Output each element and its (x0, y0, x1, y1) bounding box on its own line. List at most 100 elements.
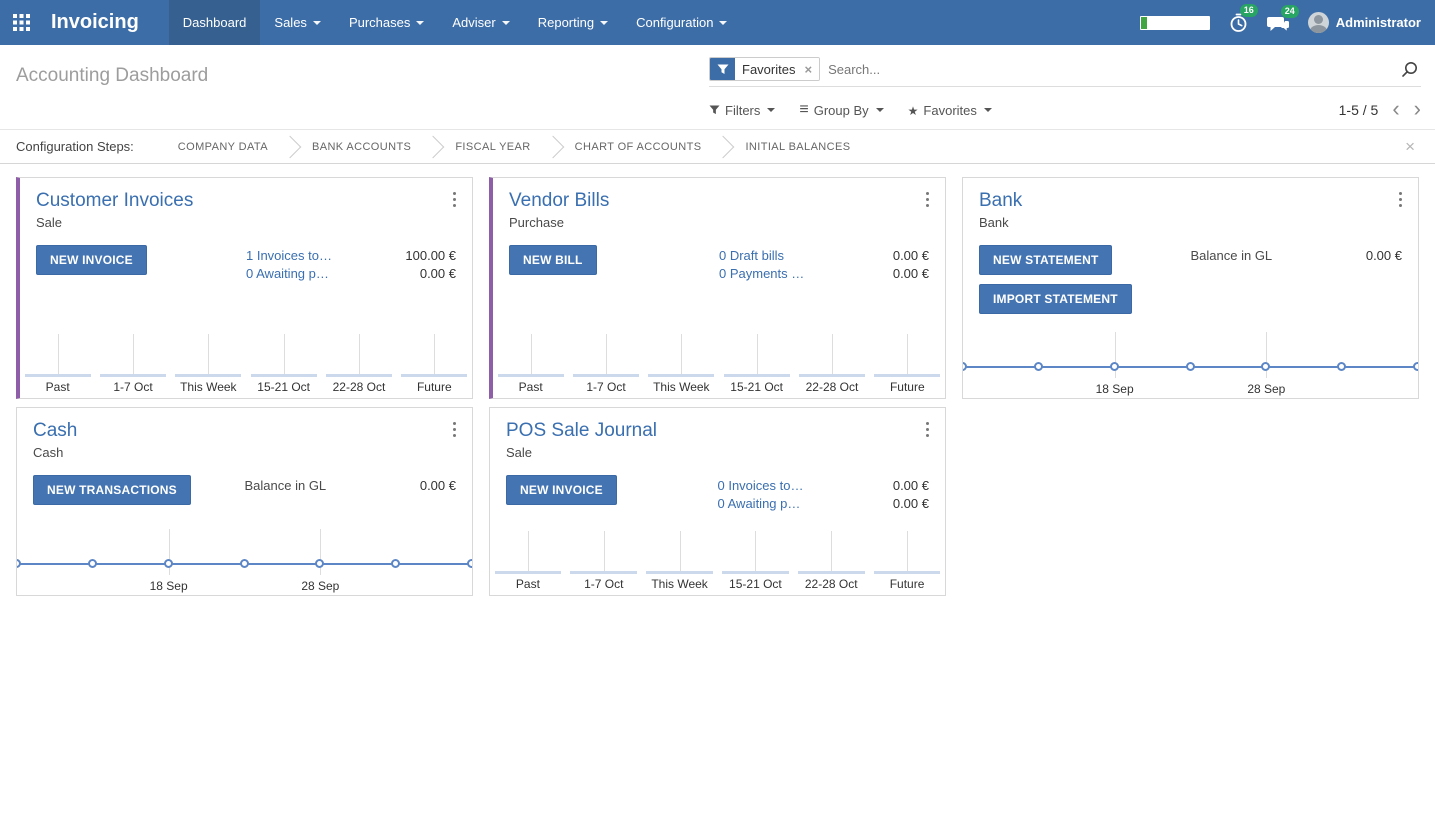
amount: 0.00 € (1365, 248, 1402, 263)
amount: 0.00 € (892, 496, 929, 511)
step-chevron-icon (541, 135, 564, 158)
menu-reporting[interactable]: Reporting (524, 0, 622, 45)
menu-dashboard[interactable]: Dashboard (168, 0, 261, 45)
data-row: 1 Invoices to… 100.00 € (246, 248, 456, 263)
chart-x-label: 18 Sep (1095, 382, 1134, 396)
chart-category-label: 15-21 Oct (257, 380, 310, 394)
step-chevron-icon (712, 135, 735, 158)
chart-point (963, 362, 967, 371)
kebab-menu-icon[interactable] (1399, 198, 1402, 201)
chart-gridline (168, 529, 170, 575)
chevron-down-icon (719, 20, 728, 25)
chart-point (163, 559, 173, 568)
data-row: 0 Draft bills 0.00 € (719, 248, 929, 263)
chart-point (17, 559, 21, 568)
messages-icon[interactable]: 24 (1266, 4, 1299, 33)
chart-point (315, 559, 325, 568)
new-bill-button[interactable]: NEW BILL (509, 245, 597, 275)
step-bank-accounts[interactable]: BANK ACCOUNTS (311, 140, 412, 153)
search-input[interactable] (820, 57, 1398, 81)
step-company-data[interactable]: COMPANY DATA (177, 140, 268, 153)
filter-funnel-icon (709, 105, 720, 115)
search-bar: Favorites (709, 57, 1421, 87)
user-menu[interactable]: Administrator (1307, 12, 1421, 33)
chart-x-label: 28 Sep (1247, 382, 1286, 396)
awaiting-payments-link[interactable]: 0 Awaiting p… (246, 266, 329, 281)
import-statement-button[interactable]: IMPORT STATEMENT (979, 284, 1132, 314)
card-cash: Cash Cash NEW TRANSACTIONS Balance in GL… (16, 407, 473, 596)
draft-bills-link[interactable]: 0 Draft bills (719, 248, 785, 263)
chart-category-label: 22-28 Oct (332, 380, 386, 394)
bars-icon (799, 101, 808, 119)
step-fiscal-year[interactable]: FISCAL YEAR (455, 140, 531, 153)
menu-purchases[interactable]: Purchases (335, 0, 438, 45)
menu-adviser[interactable]: Adviser (438, 0, 523, 45)
chart-gridline (1114, 332, 1116, 378)
app-title: Invoicing (51, 11, 139, 33)
menu-adviser-label: Adviser (452, 15, 496, 30)
menu-configuration-label: Configuration (636, 15, 714, 30)
favorites-button[interactable]: Favorites (908, 103, 992, 118)
kebab-menu-icon[interactable] (453, 428, 456, 431)
chart-x-label: 28 Sep (301, 579, 340, 593)
new-transactions-button[interactable]: NEW TRANSACTIONS (33, 475, 191, 505)
chart-category-label: 1-7 Oct (113, 380, 153, 394)
card-title[interactable]: Cash (33, 420, 78, 441)
new-invoice-button[interactable]: NEW INVOICE (506, 475, 617, 505)
search-icon[interactable] (1398, 60, 1421, 79)
new-invoice-button[interactable]: NEW INVOICE (36, 245, 147, 275)
pager-range[interactable]: 1-5 / 5 (1338, 102, 1379, 118)
card-title[interactable]: Bank (979, 190, 1023, 211)
chart-category-label: Future (889, 380, 925, 394)
chevron-down-icon (312, 20, 321, 25)
payments-link[interactable]: 0 Payments … (719, 266, 805, 281)
facet-remove-icon[interactable] (802, 58, 820, 80)
step-chart-of-accounts[interactable]: CHART OF ACCOUNTS (574, 140, 702, 153)
data-row: 0 Awaiting p… 0.00 € (246, 266, 456, 281)
chart-category-label: 15-21 Oct (730, 380, 783, 394)
group-by-button[interactable]: Group By (799, 101, 884, 119)
activities-timer-icon[interactable]: 16 (1228, 4, 1258, 33)
facet-label: Favorites (735, 58, 803, 80)
apps-grid-icon[interactable] (0, 0, 43, 45)
chart-point (467, 559, 472, 568)
data-row: 0 Invoices to… 0.00 € (718, 478, 930, 493)
chart-category-label: 15-21 Oct (729, 577, 782, 591)
chart-point (1033, 362, 1043, 371)
pager-previous-icon[interactable] (1392, 102, 1399, 119)
main-menu: Dashboard Sales Purchases Adviser Report… (168, 0, 742, 45)
data-row: Balance in GL 0.00 € (1191, 248, 1403, 263)
menu-purchases-label: Purchases (348, 15, 411, 30)
amount: 0.00 € (419, 266, 456, 281)
kebab-menu-icon[interactable] (453, 198, 456, 201)
new-statement-button[interactable]: NEW STATEMENT (979, 245, 1113, 275)
card-subtitle: Sale (36, 215, 63, 230)
card-title[interactable]: Customer Invoices (36, 190, 194, 211)
invoices-to-validate-link[interactable]: 1 Invoices to… (246, 248, 332, 263)
menu-sales[interactable]: Sales (260, 0, 335, 45)
chart-category-label: 22-28 Oct (805, 380, 859, 394)
card-pos-sale-journal: POS Sale Journal Sale NEW INVOICE 0 Invo… (489, 407, 946, 596)
chevron-down-icon (600, 20, 609, 25)
card-title[interactable]: POS Sale Journal (506, 420, 658, 441)
awaiting-payments-link[interactable]: 0 Awaiting p… (717, 496, 801, 511)
amount: 0.00 € (892, 478, 929, 493)
timesheet-progress-bar[interactable] (1139, 15, 1210, 30)
kebab-menu-icon[interactable] (926, 198, 929, 201)
mini-bar-chart: Past 1-7 Oct This Week 15-21 Oct 22-28 O… (493, 330, 945, 398)
data-row: Balance in GL 0.00 € (245, 478, 457, 493)
chart-category-label: 1-7 Oct (586, 380, 626, 394)
kebab-menu-icon[interactable] (926, 428, 929, 431)
invoices-to-validate-link[interactable]: 0 Invoices to… (717, 478, 804, 493)
filters-button[interactable]: Filters (709, 103, 776, 118)
close-icon[interactable] (1401, 137, 1419, 157)
control-panel: Accounting Dashboard Favorites (0, 45, 1435, 130)
pager-next-icon[interactable] (1414, 102, 1421, 119)
step-initial-balances[interactable]: INITIAL BALANCES (745, 140, 851, 153)
data-row: 0 Awaiting p… 0.00 € (718, 496, 930, 511)
menu-configuration[interactable]: Configuration (622, 0, 741, 45)
timer-glyph (1230, 13, 1247, 32)
timer-badge: 16 (1239, 4, 1258, 17)
card-title[interactable]: Vendor Bills (509, 190, 610, 211)
chart-category-label: 1-7 Oct (584, 577, 624, 591)
